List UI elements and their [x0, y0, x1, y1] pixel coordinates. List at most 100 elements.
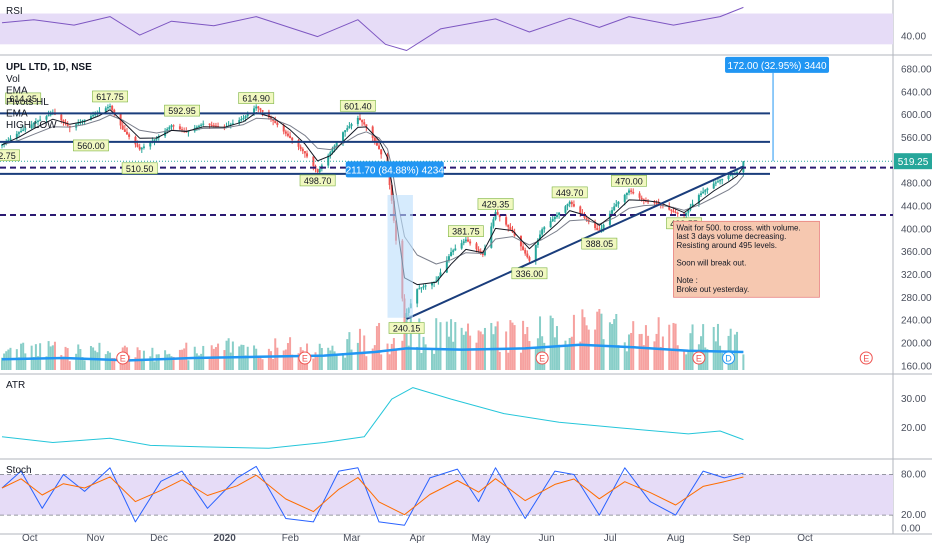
candle-body [49, 113, 52, 116]
volume-bar [344, 357, 347, 370]
candle-body [327, 155, 330, 166]
stoch-d-line [1, 474, 744, 516]
candle-body [15, 133, 18, 139]
date-tick: Feb [282, 533, 300, 544]
candle-body [719, 180, 722, 182]
candle-body [492, 219, 495, 227]
swing-label: 381.75 [452, 227, 480, 237]
volume-bar [714, 341, 717, 370]
volume-bar [47, 341, 50, 370]
volume-bar [20, 343, 23, 370]
volume-bar [564, 340, 567, 370]
candle-body [602, 224, 605, 229]
volume-bar [208, 358, 211, 370]
volume-bar [627, 334, 630, 370]
candle-body [178, 126, 181, 130]
candle-body [303, 151, 306, 154]
volume-bar [638, 334, 641, 370]
swing-label: 592.95 [168, 106, 196, 116]
volume-bar [509, 320, 512, 370]
candle-body [460, 243, 463, 249]
candle-body [467, 239, 470, 242]
volume-ma-line [1, 343, 744, 362]
volume-bar [403, 317, 406, 370]
volume-bar [111, 358, 114, 370]
candle-body [246, 114, 249, 117]
event-marker-label: E [863, 354, 869, 364]
volume-bar [386, 343, 389, 370]
candle-body [579, 206, 582, 214]
swing-label-box [581, 237, 618, 250]
candle-body [585, 217, 588, 220]
candle-body [318, 168, 321, 173]
volume-bar [155, 354, 158, 370]
volume-bar [568, 337, 571, 370]
volume-bar [22, 342, 25, 370]
current-price-badge [894, 153, 932, 170]
swing-label: 470.00 [615, 176, 643, 186]
volume-bar [467, 323, 470, 370]
candle-body [83, 119, 86, 121]
candle-body [727, 175, 730, 180]
volume-bar [653, 341, 656, 370]
candle-body [282, 125, 285, 132]
volume-bar [596, 311, 599, 370]
volume-bar [630, 332, 633, 370]
candle-body [153, 139, 156, 141]
volume-bar [587, 329, 590, 370]
volume-bar [227, 338, 230, 370]
stoch-tick: 20.00 [901, 510, 926, 521]
candle-body [431, 282, 433, 286]
volume-bar [685, 354, 688, 370]
rsi-line [1, 6, 744, 51]
volume-bar [647, 335, 650, 370]
volume-bar [435, 318, 438, 370]
candle-body [284, 131, 287, 134]
stoch-tick: 80.00 [901, 470, 926, 481]
current-price-label: 519.25 [898, 157, 929, 168]
volume-bar [490, 322, 493, 370]
candle-body [549, 221, 552, 228]
volume-bar [316, 356, 319, 370]
volume-bar [479, 331, 482, 370]
volume-bar [32, 357, 35, 370]
candle-body [214, 125, 217, 127]
candle-body [416, 289, 419, 304]
volume-bar [394, 349, 397, 370]
volume-bar [623, 342, 626, 370]
volume-bar [721, 353, 724, 370]
swing-label: 510.50 [126, 164, 154, 174]
candle-body [555, 215, 558, 218]
volume-bar [225, 340, 228, 370]
rsi-band [0, 13, 893, 45]
candle-body [344, 130, 347, 133]
volume-bar [462, 334, 465, 370]
main-pane: 542.75 614.35 617.75 560.00 510.50 592.95 614.… [0, 56, 893, 370]
volume-bar [314, 352, 317, 370]
volume-bar [668, 324, 671, 370]
candle-body [45, 116, 48, 120]
event-marker [722, 351, 736, 365]
candle-body [7, 140, 10, 142]
candle-body [113, 109, 116, 114]
measure-label-crash: 211.70 (84.88%) 4234 [346, 165, 445, 176]
volume-bar [166, 354, 169, 370]
date-tick: Jun [539, 533, 555, 544]
date-tick: May [472, 533, 491, 544]
volume-bar [407, 345, 410, 370]
volume-bar [581, 309, 584, 370]
date-tick: Aug [667, 533, 685, 544]
volume-bar [657, 317, 660, 370]
swing-label-box [121, 162, 158, 175]
candle-body [92, 115, 95, 117]
candle-body [716, 181, 719, 183]
candle-body [496, 212, 499, 215]
volume-bar [585, 325, 588, 370]
candle-body [513, 232, 516, 236]
volume-bar [276, 347, 279, 370]
volume-bar [729, 328, 732, 370]
candle-body [481, 253, 484, 255]
candle-body [507, 224, 510, 228]
candle-body [687, 209, 690, 213]
